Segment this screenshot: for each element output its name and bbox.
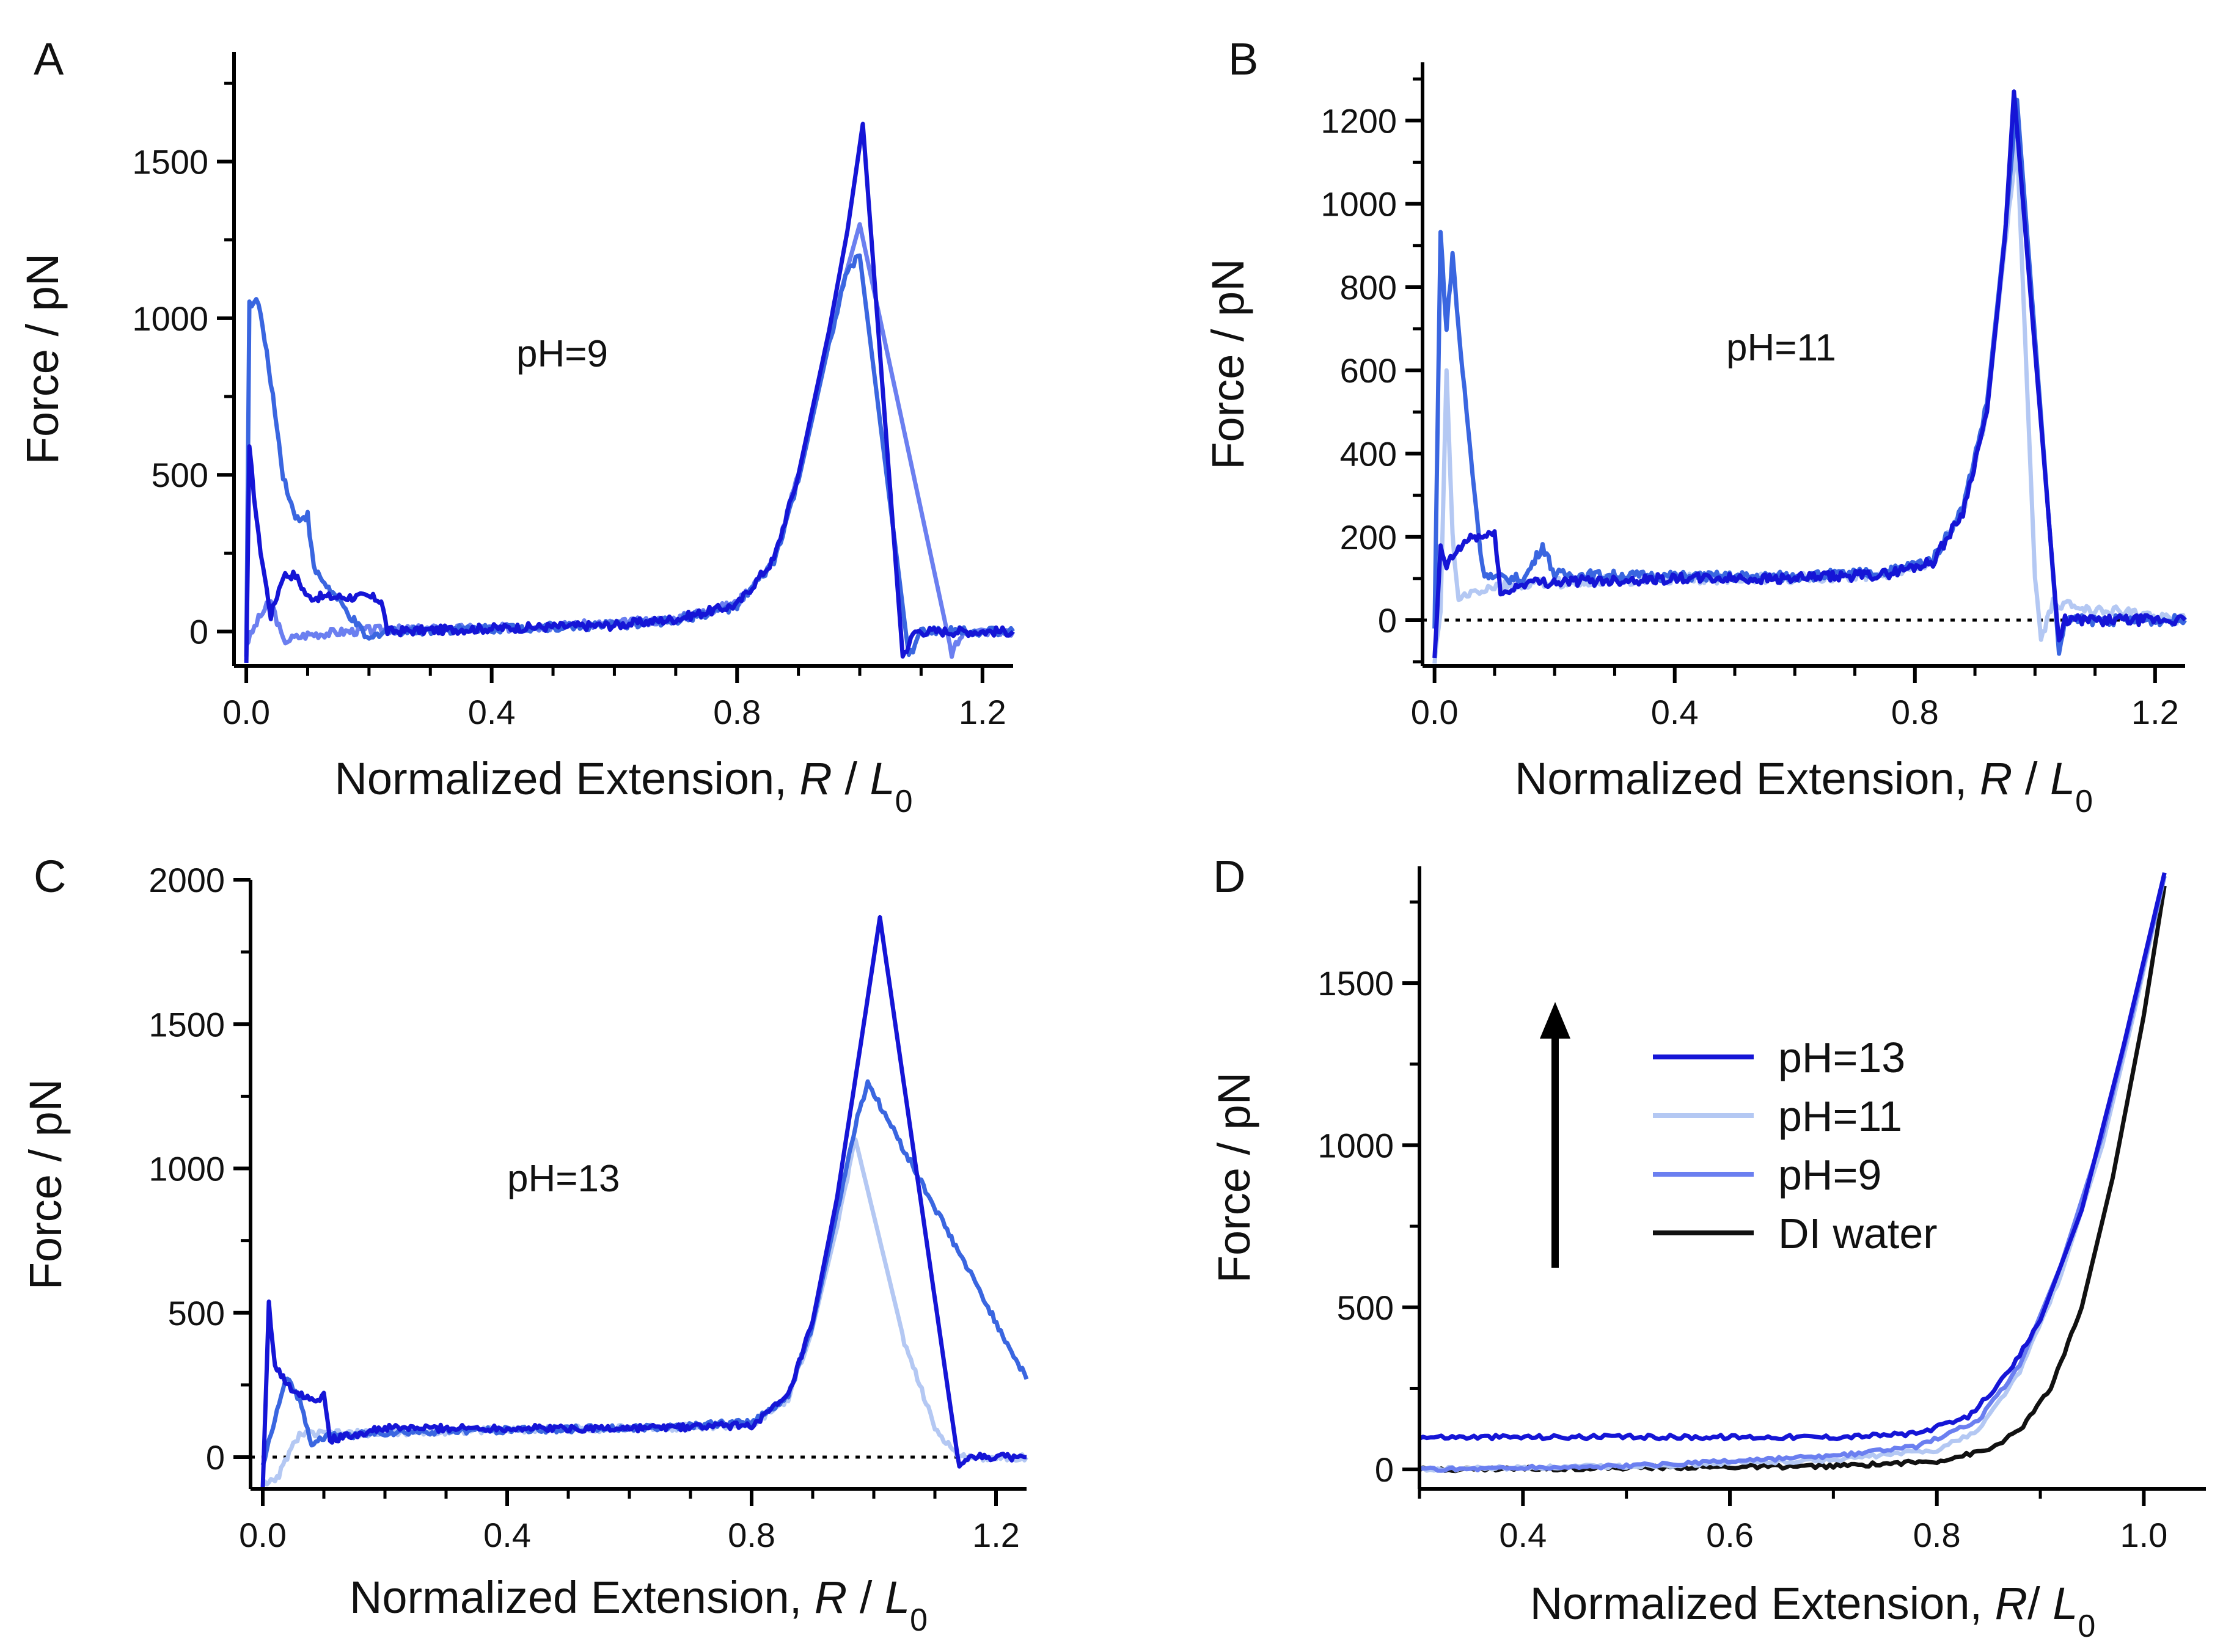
y-axis-title: Force / pN [1203,258,1253,469]
x-axis-title-var2: L [870,753,895,804]
x-tick-label: 0.0 [222,693,270,731]
y-tick-label: 0 [1378,601,1397,640]
series-line [260,915,1027,1489]
x-axis-title-main: Normalized Extension, [350,1572,815,1623]
y-tick-label: 500 [168,1294,225,1332]
x-axis-title-sep: / [2012,753,2050,804]
y-tick-label: 1000 [132,299,208,338]
panel-d: D 0.4 0.6 0.8 1.0 0 500 1000 1500 Force / pN Norma… [1209,851,2206,1644]
x-tick-label: 1.2 [959,693,1006,731]
panel-letter: D [1213,851,1245,902]
y-tick-label: 0 [189,613,208,651]
x-axis-title-var1: R [799,753,832,804]
x-axis-title-sep: / [2027,1578,2053,1629]
y-tick-label: 400 [1340,434,1397,473]
legend-label: pH=9 [1778,1151,1881,1199]
x-tick-label: 0.8 [1891,693,1939,731]
y-tick-label: 600 [1340,351,1397,390]
x-tick-label: 0.4 [468,693,516,731]
x-tick-label: 0.8 [713,693,761,731]
x-tick-label: 0.8 [1913,1516,1961,1554]
x-tick-label: 1.0 [2120,1516,2167,1554]
panel-b: B 0.0 0.4 0.8 1.2 0 200 400 600 800 1000 1200 Force … [1203,34,2188,819]
y-tick-label: 0 [206,1438,225,1477]
panel-letter: C [34,851,66,902]
y-tick-label: 800 [1340,268,1397,307]
panel-annotation: pH=11 [1726,327,1836,369]
y-tick-label: 500 [1337,1288,1394,1327]
x-tick-label: 0.4 [1651,693,1699,731]
arrow-head-icon [1540,1002,1570,1039]
panel-letter: A [34,34,64,84]
x-tick-label: 0.8 [728,1516,775,1554]
x-tick-label: 0.6 [1706,1516,1754,1554]
y-tick-label: 1500 [132,142,208,181]
y-axis-title: Force / pN [20,1079,71,1290]
x-axis-title-sub: 0 [2075,784,2093,819]
x-tick-label: 1.2 [2131,693,2179,731]
panel-letter: B [1228,34,1258,84]
y-tick-label: 0 [1375,1450,1394,1489]
x-axis-title: Normalized Extension, R / L0 [1515,753,2093,819]
y-tick-label: 500 [152,456,208,494]
x-axis-title-sub: 0 [895,784,913,819]
x-axis-title-var1: R [815,1572,847,1623]
y-tick-label: 1500 [148,1005,225,1043]
x-axis-title-var1: R [1995,1578,2027,1629]
y-tick-label: 2000 [148,861,225,899]
panel-annotation: pH=9 [516,333,608,375]
x-tick-label: 0.0 [1411,693,1459,731]
x-axis-title-sep: / [832,753,870,804]
x-tick-label: 0.4 [1499,1516,1547,1554]
x-axis-title: Normalized Extension, R / L0 [334,753,912,819]
legend-label: pH=11 [1778,1092,1902,1140]
y-axis-title: Force / pN [1209,1072,1259,1283]
panel-a: A 0.0 0.4 0.8 1.2 0 500 1000 1500 Force / pN Norma… [17,34,1016,819]
x-axis-title-main: Normalized Extension, [334,753,799,804]
y-tick-label: 200 [1340,518,1397,557]
series-line [244,122,1015,663]
x-axis-title-sub: 0 [910,1603,928,1638]
x-axis-title-var2: L [2050,753,2075,804]
series-line [1432,89,2187,659]
y-tick-label: 1000 [1320,185,1397,224]
x-axis-title-var1: R [1980,753,2012,804]
x-axis-title-var2: L [885,1572,910,1623]
legend-label: DI water [1778,1210,1938,1257]
x-axis-title: Normalized Extension, R / L0 [350,1572,928,1638]
y-axis-title: Force / pN [17,254,68,464]
y-tick-label: 1200 [1320,101,1397,140]
x-tick-label: 0.4 [483,1516,531,1554]
x-axis-title-sub: 0 [2078,1609,2095,1644]
y-tick-label: 1500 [1317,964,1394,1003]
x-axis-title-sep: / [847,1572,885,1623]
panel-annotation: pH=13 [507,1158,620,1200]
y-tick-label: 1000 [148,1150,225,1188]
series-line [1418,872,2167,1442]
panel-c: C 0.0 0.4 0.8 1.2 0 500 1000 1500 2000 Force / pN N… [20,851,1029,1638]
legend-label: pH=13 [1778,1034,1905,1081]
y-tick-label: 1000 [1317,1126,1394,1164]
x-tick-label: 1.2 [972,1516,1020,1554]
x-axis-title-var2: L [2053,1578,2078,1629]
x-axis-title-main: Normalized Extension, [1530,1578,1995,1629]
x-tick-label: 0.0 [239,1516,287,1554]
x-axis-title: Normalized Extension, R/ L0 [1530,1578,2096,1644]
x-axis-title-main: Normalized Extension, [1515,753,1980,804]
series-line [1432,97,2187,656]
